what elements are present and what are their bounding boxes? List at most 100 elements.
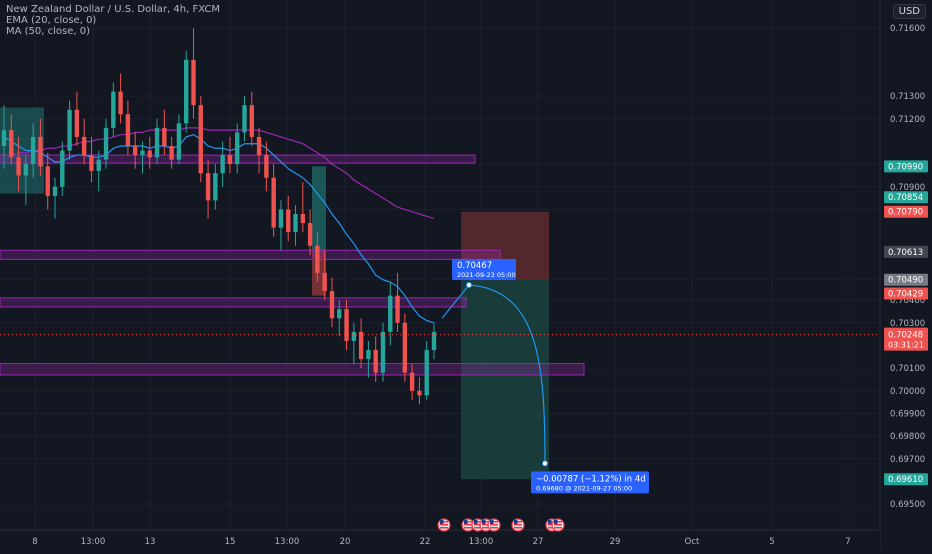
candle [293, 204, 298, 246]
currency-selector[interactable]: USD [892, 4, 926, 19]
candle-body [366, 350, 371, 360]
candle-body [293, 214, 298, 233]
candle [431, 322, 437, 360]
candle [60, 141, 65, 196]
price-badge-label: 0.70429 [888, 290, 923, 300]
candle-body [1, 130, 7, 146]
candle [154, 118, 160, 165]
symbol-title[interactable]: New Zealand Dollar / U.S. Dollar, 4h, FX… [6, 4, 220, 15]
candle [395, 272, 400, 332]
time-tick-label: 13:00 [469, 537, 494, 547]
price-badge [884, 273, 928, 286]
candle [9, 114, 14, 165]
candle [52, 177, 58, 219]
price-tick-label: 0.70400 [890, 296, 925, 306]
candle [235, 123, 240, 174]
candle-body [133, 146, 138, 156]
price-tick-label: 0.69800 [890, 432, 925, 442]
projection-start-date: 2021-09-23 05:00 [457, 271, 516, 279]
ema-indicator-label[interactable]: EMA (20, close, 0) [6, 15, 97, 26]
us-flag-icon[interactable] [551, 518, 565, 532]
candle [81, 118, 87, 165]
candle [344, 300, 349, 350]
projection-end-point [542, 460, 548, 467]
candle-body [235, 132, 240, 165]
economic-events [437, 518, 565, 532]
candle [242, 96, 247, 142]
candle [278, 200, 284, 251]
current-price-badge [884, 327, 928, 351]
time-tick-label: 5 [769, 537, 774, 547]
candle-body [213, 173, 218, 201]
candle [315, 232, 320, 282]
time-tick-label: 20 [340, 537, 351, 547]
us-flag-icon[interactable] [511, 518, 525, 532]
candle-body [417, 390, 422, 396]
ma-50-line [4, 127, 435, 220]
ma-indicator-label[interactable]: MA (50, close, 0) [6, 26, 91, 37]
candle-body [344, 309, 349, 341]
candle-body [205, 173, 211, 201]
projection-start-point [466, 281, 472, 288]
candle-body [9, 130, 14, 158]
projection-end-detail: 0.69680 @ 2021-09-27 05:00 [536, 484, 632, 492]
candle-body [81, 136, 87, 156]
price-tick-label: 0.70100 [890, 364, 925, 374]
us-flag-icon[interactable] [437, 518, 451, 532]
candle [380, 322, 386, 382]
candle [184, 50, 189, 133]
projection-end-change: −0.00787 (−1.12%) in 4d [536, 474, 646, 484]
candle-body [307, 223, 313, 246]
candle-body [176, 123, 182, 160]
time-tick-label: 13 [145, 537, 156, 547]
candle [351, 322, 357, 364]
price-badge [884, 287, 928, 300]
candle [96, 150, 101, 192]
price-badge-label: 0.70490 [888, 276, 923, 286]
projection-curve [468, 284, 546, 464]
candle-body [103, 127, 109, 160]
time-tick-label: Oct [685, 537, 700, 547]
candle-body [337, 309, 342, 319]
price-tick-label: 0.70900 [890, 183, 925, 193]
candle-body [140, 150, 145, 156]
time-tick-label: 27 [533, 537, 544, 547]
candle-body [402, 322, 408, 373]
candle [322, 250, 327, 301]
candle-body [118, 91, 123, 115]
time-tick-label: 7 [845, 537, 850, 547]
us-flag-icon[interactable] [487, 518, 501, 532]
price-tick-label: 0.70000 [890, 387, 925, 397]
candle-body [125, 114, 131, 146]
projection-end-callout: −0.00787 (−1.12%) in 4d0.69680 @ 2021-09… [531, 471, 649, 494]
price-tick-label: 0.69900 [890, 409, 925, 419]
candle [45, 152, 50, 210]
price-badge-label: 0.70990 [888, 162, 923, 172]
candle-body [169, 146, 174, 160]
candle [366, 340, 371, 378]
candle [118, 73, 123, 124]
range-highlight-green [312, 166, 326, 253]
candle [358, 318, 364, 369]
candle [264, 141, 269, 192]
candle-body [191, 59, 196, 106]
candle [169, 136, 174, 169]
candle-body [60, 150, 65, 187]
candle-body [184, 59, 189, 124]
candle [30, 123, 36, 178]
price-badge [884, 205, 928, 218]
price-badge-label: 0.69610 [888, 475, 923, 485]
candle-body [23, 164, 29, 176]
chart-legend: New Zealand Dollar / U.S. Dollar, 4h, FX… [6, 4, 220, 37]
candle-body [162, 127, 167, 146]
candle-body [286, 209, 291, 233]
candle-body [395, 295, 400, 323]
price-badge-label: 0.70790 [888, 208, 923, 218]
candle-body [373, 350, 378, 373]
candle-body [74, 109, 80, 137]
us-flag-icon[interactable] [461, 518, 475, 532]
candle-body [380, 331, 386, 373]
candle-body [220, 155, 225, 174]
